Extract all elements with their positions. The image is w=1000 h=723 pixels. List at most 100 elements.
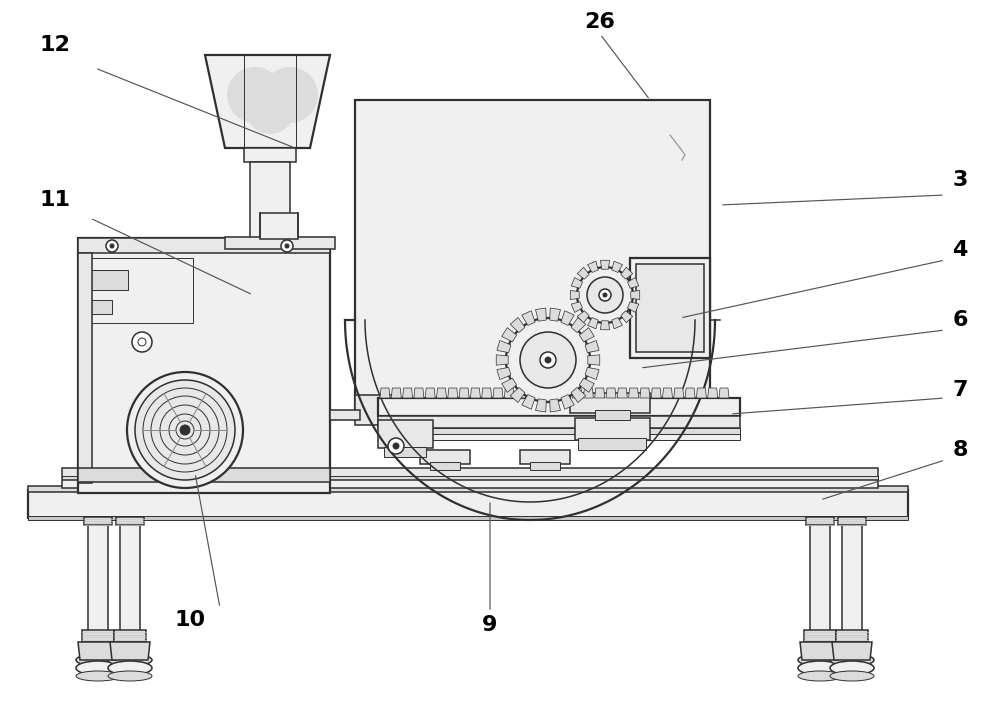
Bar	[570, 393, 650, 413]
Polygon shape	[570, 291, 579, 299]
Text: 9: 9	[482, 615, 498, 635]
Polygon shape	[522, 311, 535, 325]
Bar	[842, 520, 862, 638]
Polygon shape	[832, 642, 872, 660]
Bar	[810, 520, 830, 638]
Ellipse shape	[798, 654, 842, 666]
Circle shape	[540, 352, 556, 368]
Circle shape	[127, 372, 243, 488]
Polygon shape	[535, 399, 546, 412]
Polygon shape	[527, 388, 537, 398]
Bar	[62, 476, 878, 481]
Polygon shape	[651, 388, 661, 398]
Polygon shape	[708, 388, 718, 398]
Ellipse shape	[76, 661, 120, 675]
Polygon shape	[414, 388, 424, 398]
Polygon shape	[588, 261, 598, 273]
Polygon shape	[78, 642, 118, 660]
Bar	[806, 517, 834, 525]
Polygon shape	[579, 328, 594, 342]
Bar	[78, 468, 330, 482]
Text: 12: 12	[40, 35, 70, 55]
Bar	[378, 434, 740, 440]
Polygon shape	[425, 388, 435, 398]
Polygon shape	[571, 301, 582, 312]
Bar	[28, 490, 908, 518]
Circle shape	[180, 425, 190, 435]
Polygon shape	[550, 388, 560, 398]
Bar	[520, 450, 570, 464]
Bar	[250, 162, 290, 242]
Polygon shape	[685, 388, 695, 398]
Ellipse shape	[830, 661, 874, 675]
Bar	[595, 410, 630, 420]
Circle shape	[135, 380, 235, 480]
Bar	[384, 447, 426, 457]
Polygon shape	[588, 355, 600, 365]
Polygon shape	[538, 388, 548, 398]
Polygon shape	[522, 395, 535, 409]
Polygon shape	[674, 388, 684, 398]
Polygon shape	[640, 388, 650, 398]
Ellipse shape	[108, 671, 152, 681]
Bar	[355, 100, 710, 420]
Polygon shape	[110, 642, 150, 660]
Polygon shape	[493, 388, 503, 398]
Ellipse shape	[830, 671, 874, 681]
Bar	[636, 264, 704, 352]
Bar	[578, 438, 646, 450]
Bar	[90, 300, 112, 314]
Circle shape	[227, 67, 283, 123]
Bar	[82, 630, 114, 642]
Polygon shape	[577, 268, 589, 279]
Polygon shape	[497, 341, 511, 353]
Circle shape	[520, 332, 576, 388]
Polygon shape	[403, 388, 413, 398]
Bar	[78, 253, 92, 483]
Polygon shape	[436, 388, 446, 398]
Polygon shape	[595, 388, 605, 398]
Circle shape	[587, 277, 623, 313]
Polygon shape	[662, 388, 672, 398]
Ellipse shape	[798, 671, 842, 681]
Polygon shape	[588, 317, 598, 329]
Circle shape	[281, 240, 293, 252]
Polygon shape	[628, 278, 639, 288]
Text: 26: 26	[585, 12, 615, 32]
Ellipse shape	[76, 671, 120, 681]
Polygon shape	[585, 341, 599, 353]
Circle shape	[132, 332, 152, 352]
Bar	[116, 517, 144, 525]
Bar	[225, 237, 335, 249]
Circle shape	[599, 289, 611, 301]
Polygon shape	[550, 308, 561, 321]
Circle shape	[106, 240, 118, 252]
Bar	[355, 395, 395, 425]
Circle shape	[577, 267, 633, 323]
Polygon shape	[510, 317, 525, 333]
Polygon shape	[696, 388, 706, 398]
Bar	[84, 517, 112, 525]
Bar	[244, 148, 296, 162]
Polygon shape	[561, 395, 574, 409]
Polygon shape	[380, 388, 390, 398]
Circle shape	[110, 244, 114, 248]
Text: 3: 3	[952, 170, 968, 190]
Circle shape	[246, 86, 294, 134]
Polygon shape	[510, 388, 525, 403]
Bar	[630, 258, 710, 358]
Polygon shape	[504, 388, 514, 398]
Bar	[804, 630, 836, 642]
Ellipse shape	[830, 654, 874, 666]
Polygon shape	[800, 642, 840, 660]
Ellipse shape	[76, 654, 120, 666]
Text: 6: 6	[952, 310, 968, 330]
Polygon shape	[579, 378, 594, 393]
Bar	[90, 270, 128, 290]
Text: 4: 4	[952, 240, 968, 260]
Polygon shape	[577, 311, 589, 322]
Circle shape	[262, 67, 318, 123]
Circle shape	[545, 357, 551, 363]
Bar	[838, 517, 866, 525]
Circle shape	[393, 443, 399, 449]
